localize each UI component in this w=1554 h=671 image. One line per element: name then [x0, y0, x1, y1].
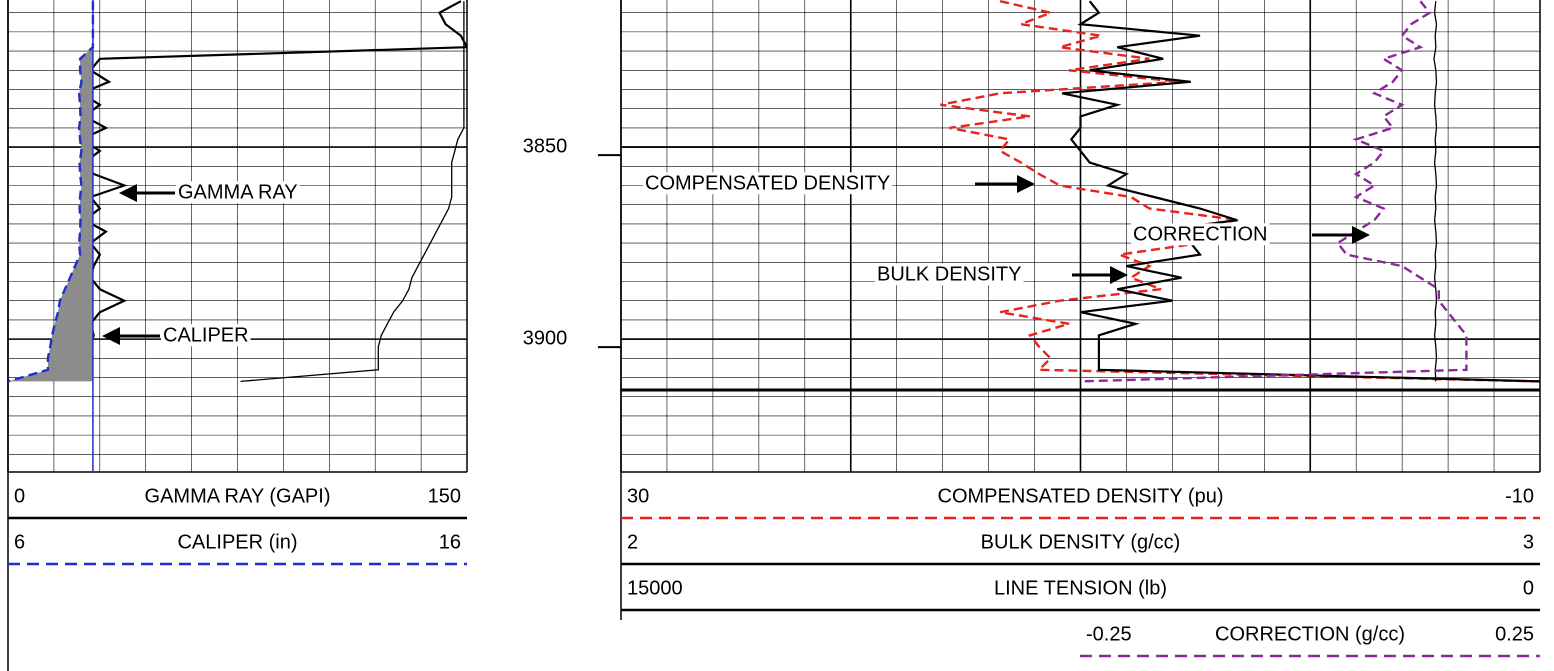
scale-left: 15000: [627, 577, 683, 599]
annotation: GAMMA RAY: [178, 181, 298, 203]
scale-right: 3: [1523, 531, 1534, 553]
curve-name: CALIPER (in): [177, 531, 297, 553]
annotation: CORRECTION: [1133, 223, 1267, 245]
curve-name: COMPENSATED DENSITY (pu): [938, 485, 1224, 507]
annotation-bg: [176, 181, 300, 204]
depth-label: 3850: [523, 135, 568, 157]
scale-right: 0.25: [1495, 623, 1534, 645]
scale-left: 6: [14, 531, 25, 553]
annotation-bg: [161, 324, 251, 347]
scale-right: -10: [1505, 485, 1534, 507]
track: [620, 0, 1541, 473]
curve-name: BULK DENSITY (g/cc): [981, 531, 1181, 553]
scale-right: 16: [439, 531, 461, 553]
annotation: CALIPER: [163, 324, 249, 346]
scale-left: 2: [627, 531, 638, 553]
depth-label: 3900: [523, 327, 568, 349]
annotation: COMPENSATED DENSITY: [645, 172, 890, 194]
scale-right: 0: [1523, 577, 1534, 599]
curve: [8, 1, 95, 383]
annotation-bg: [1131, 223, 1270, 246]
curve-name: LINE TENSION (lb): [994, 577, 1167, 599]
curve: [1079, 0, 1468, 383]
scale-right: 150: [428, 485, 461, 507]
curve-name: GAMMA RAY (GAPI): [145, 485, 331, 507]
curve-name: CORRECTION (g/cc): [1215, 623, 1405, 645]
curve: [1433, 1, 1438, 382]
curve: [240, 1, 465, 383]
curve: [940, 0, 1541, 383]
caliper-fill: [8, 1, 93, 382]
annotation: BULK DENSITY: [877, 263, 1021, 285]
annotation-bg: [875, 263, 1024, 286]
annotation-bg: [643, 172, 893, 195]
curves: [940, 0, 1541, 383]
scale-left: -0.25: [1086, 623, 1132, 645]
curve: [1061, 0, 1541, 383]
scale-left: 0: [14, 485, 25, 507]
scale-left: 30: [627, 485, 649, 507]
